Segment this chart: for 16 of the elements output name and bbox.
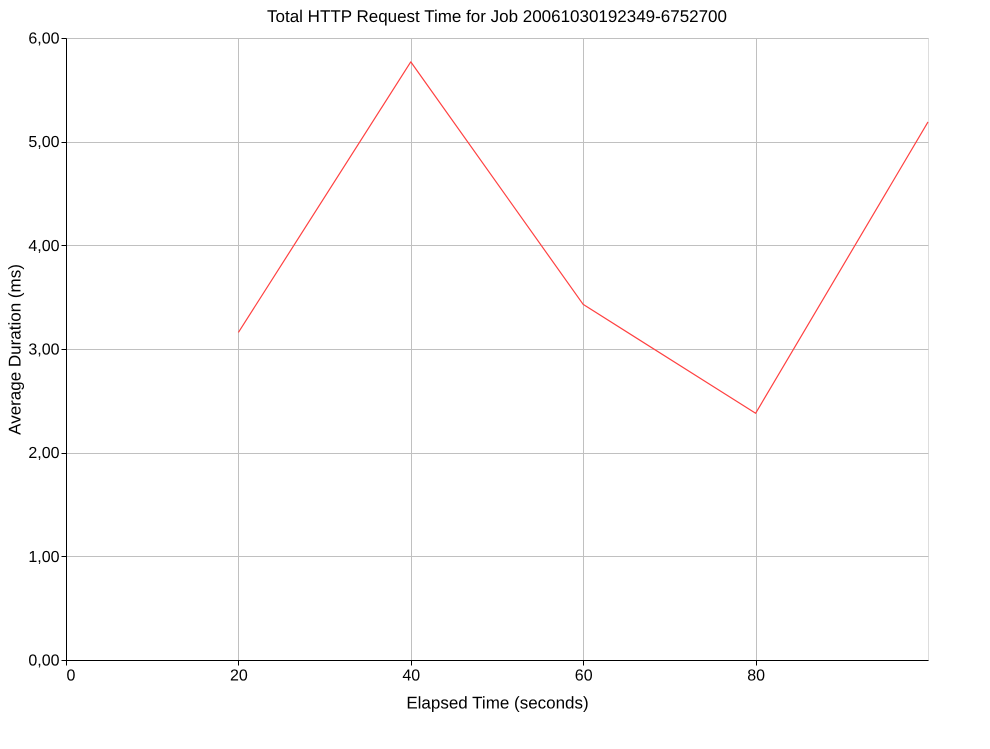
y-tick-label: 0,00 [28, 652, 60, 670]
y-tick-label: 6,00 [28, 30, 60, 48]
y-tick-label: 5,00 [28, 134, 60, 152]
y-tick-label: 4,00 [28, 238, 60, 255]
y-axis-title: Average Duration (ms) [5, 264, 24, 435]
x-tick-label: 0 [66, 668, 76, 684]
x-tick-label: 60 [574, 668, 593, 684]
y-tick-label: 3,00 [28, 342, 60, 358]
chart-title: Total HTTP Request Time for Job 20061030192349-6752700 [267, 7, 727, 26]
x-tick-label: 40 [402, 668, 420, 684]
line-series [238, 61, 929, 414]
y-tick-label: 1,00 [28, 548, 60, 566]
x-tick-label: 20 [230, 668, 248, 684]
x-tick-label: 80 [747, 668, 766, 684]
y-tick-label: 2,00 [28, 445, 60, 462]
x-axis-title: Elapsed Time (seconds) [406, 694, 589, 712]
